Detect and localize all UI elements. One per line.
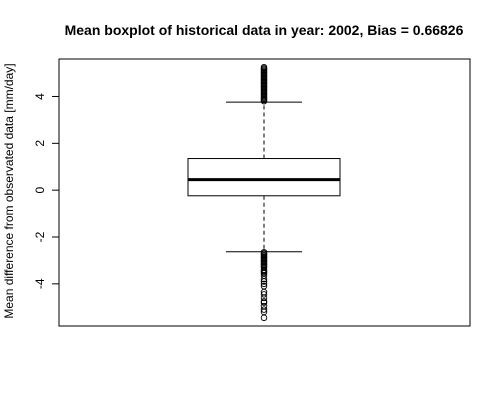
outliers [260, 63, 268, 322]
iqr-box [187, 158, 341, 197]
outlier-point [260, 306, 268, 313]
outlier-point [260, 280, 268, 288]
y-tick-label: 4 [33, 93, 47, 100]
y-tick-label: 0 [33, 187, 47, 194]
outlier-point [260, 314, 268, 322]
y-tick-label: -2 [33, 231, 47, 242]
outlier-point [260, 63, 268, 71]
outlier-point [260, 275, 268, 283]
outlier-point [260, 299, 268, 306]
outlier-point [260, 294, 268, 302]
outlier-point [260, 291, 268, 298]
y-axis: -4 -2 0 2 4 [33, 93, 60, 289]
y-tick-label: 2 [33, 140, 47, 147]
box-group [187, 101, 341, 253]
outlier-point [260, 278, 268, 285]
y-axis-label: Mean difference from observated data [mm… [2, 63, 16, 318]
y-tick-label: -4 [33, 278, 47, 289]
chart-title: Mean boxplot of historical data in year:… [65, 22, 464, 38]
